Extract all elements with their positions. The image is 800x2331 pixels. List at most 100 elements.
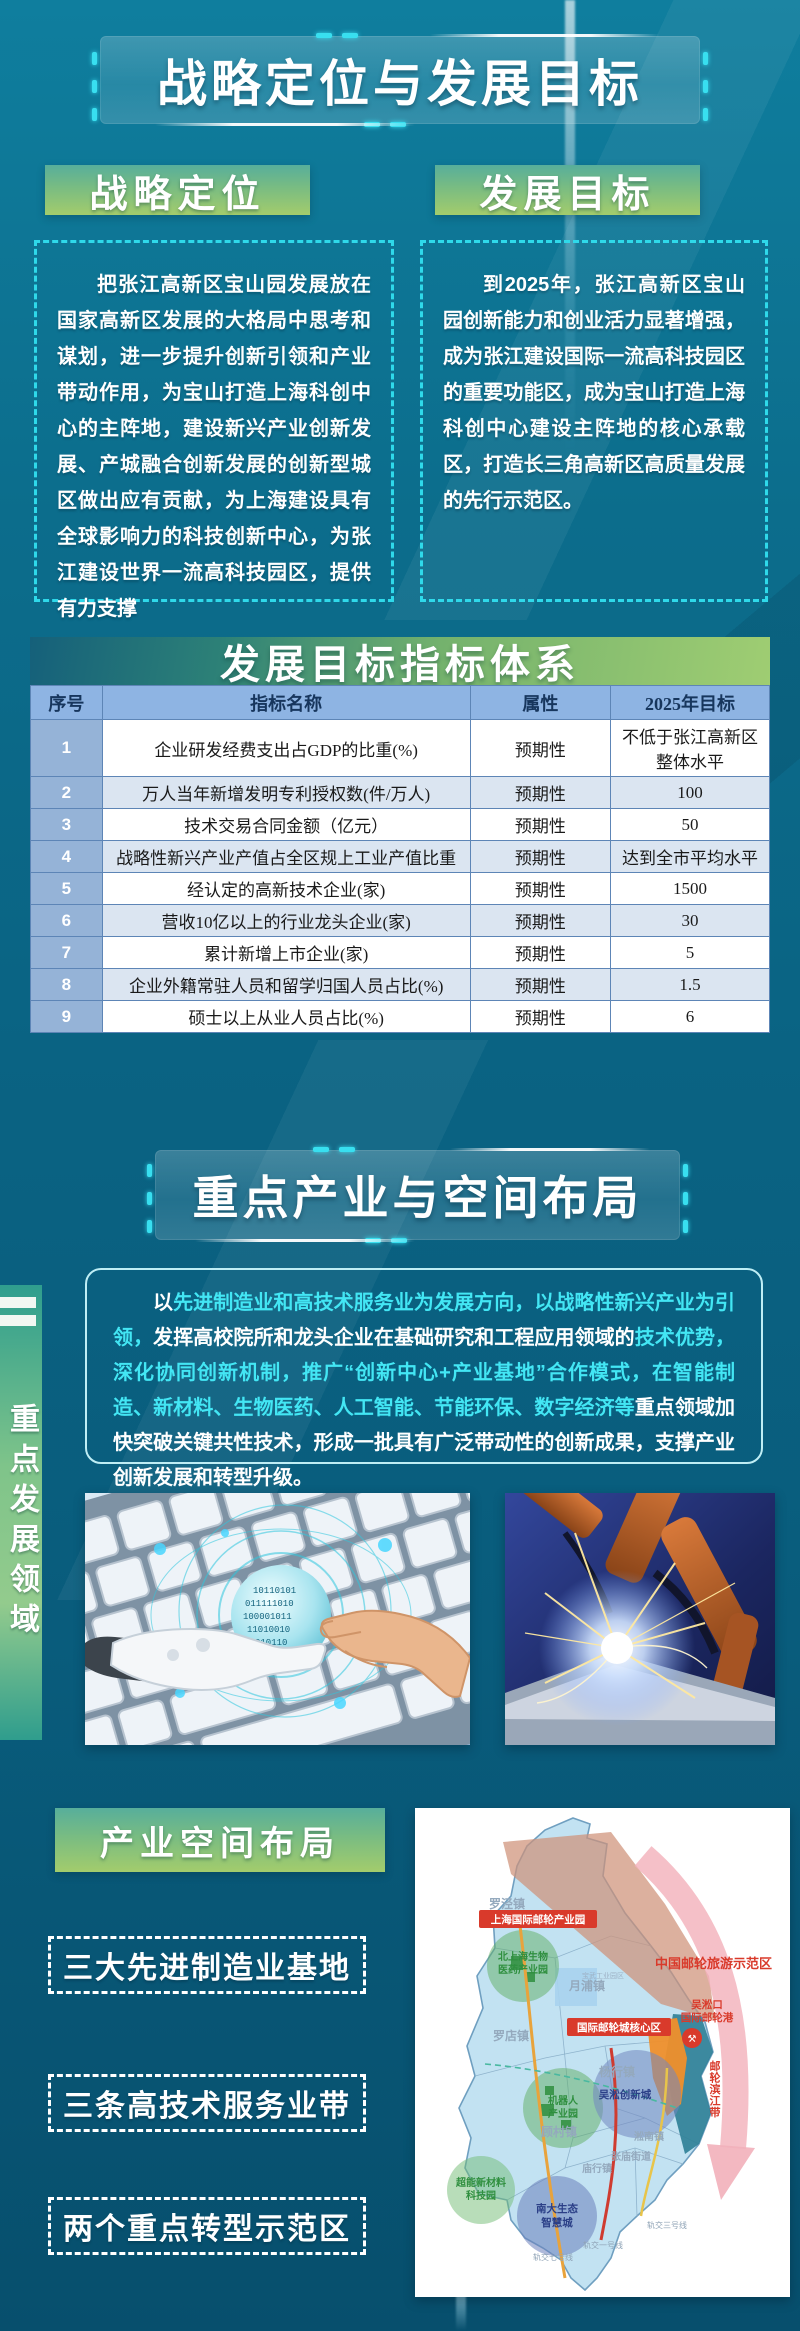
indicator-attr: 预期性 xyxy=(469,840,612,873)
indicator-row: 8 企业外籍常驻人员和留学归国人员占比(%) 预期性 1.5 xyxy=(30,968,770,1001)
indicator-seq: 7 xyxy=(30,936,103,969)
column-header-seq: 序号 xyxy=(30,685,103,720)
svg-text:北上海生物: 北上海生物 xyxy=(498,1950,548,1963)
human-hand xyxy=(319,1609,470,1698)
port-marker-icon xyxy=(682,2028,702,2048)
main-banner-strategy: 战略定位与发展目标 xyxy=(92,33,708,127)
indicator-seq: 9 xyxy=(30,1000,103,1033)
svg-text:机器人: 机器人 xyxy=(548,2094,579,2107)
factory-label: 宝武工业园区 xyxy=(582,1971,624,1980)
column-header-target: 2025年目标 xyxy=(610,685,770,720)
cruise-arrow-head xyxy=(707,2144,755,2200)
indicator-row: 5 经认定的高新技术企业(家) 预期性 1500 xyxy=(30,872,770,905)
tab-stripe xyxy=(0,1315,36,1326)
indicator-attr: 预期性 xyxy=(469,872,612,905)
svg-text:超能新材料: 超能新材料 xyxy=(455,2176,506,2189)
indicator-name: 营收10亿以上的行业龙头企业(家) xyxy=(101,904,471,937)
indicator-name: 累计新增上市企业(家) xyxy=(101,936,471,969)
park-circles xyxy=(447,1930,603,2224)
indicator-name: 战略性新兴产业产值占全区规上工业产值比重 xyxy=(101,840,471,873)
svg-text:南大生态: 南大生态 xyxy=(536,2202,578,2215)
development-goal-textbox: 到2025年，张江高新区宝山园创新能力和创业活力显著增强，成为张江建设国际一流高… xyxy=(420,240,768,602)
svg-text:11010010: 11010010 xyxy=(247,1625,290,1635)
indicator-name: 技术交易合同金额（亿元） xyxy=(101,808,471,841)
banner-title: 战略定位与发展目标 xyxy=(157,56,643,112)
cruise-demo-zone-label: 中国邮轮旅游示范区 xyxy=(655,1956,772,1971)
svg-text:月浦镇: 月浦镇 xyxy=(568,1978,605,1993)
indicator-attr: 预期性 xyxy=(469,1000,612,1033)
svg-text:100001011: 100001011 xyxy=(243,1612,292,1622)
subbanner-label: 发展目标 xyxy=(479,173,656,216)
svg-text:轨交一号线: 轨交一号线 xyxy=(583,2240,623,2250)
indicators-title-band: 发展目标指标体系 xyxy=(30,637,770,687)
indicator-attr: 预期性 xyxy=(469,719,612,777)
indicator-target: 1500 xyxy=(610,872,770,905)
transit-lines xyxy=(484,1917,678,2279)
industry-block xyxy=(555,1968,597,2006)
indicator-target: 50 xyxy=(610,808,770,841)
indicator-target: 1.5 xyxy=(610,968,770,1001)
svg-text:罗泾镇: 罗泾镇 xyxy=(489,1896,525,1911)
indicator-attr: 预期性 xyxy=(469,936,612,969)
indicator-name: 万人当年新增发明专利授权数(件/万人) xyxy=(101,776,471,809)
indicator-target: 5 xyxy=(610,936,770,969)
port-label: 吴淞口 xyxy=(691,1998,723,2011)
indicator-row: 3 技术交易合同金额（亿元） 预期性 50 xyxy=(30,808,770,841)
indicator-seq: 5 xyxy=(30,872,103,905)
indicator-seq: 6 xyxy=(30,904,103,937)
banner-dash-decoration xyxy=(316,33,358,38)
indicator-name: 企业外籍常驻人员和留学归国人员占比(%) xyxy=(101,968,471,1001)
indicator-row: 7 累计新增上市企业(家) 预期性 5 xyxy=(30,936,770,969)
indicator-target: 不低于张江高新区整体水平 xyxy=(610,719,770,777)
subbanner-development-goal: 发展目标 xyxy=(435,165,700,216)
svg-text:产业园: 产业园 xyxy=(548,2107,578,2120)
park-labels: 北上海生物 医药产业园 机器人 产业园 超能新材料 科技园 xyxy=(455,1950,579,2202)
indicator-target: 达到全市平均水平 xyxy=(610,840,770,873)
label-manufacturing-bases: 三大先进制造业基地 xyxy=(48,1936,366,1994)
banner-glow-line xyxy=(430,34,660,37)
indicators-title: 发展目标指标体系 xyxy=(220,643,580,687)
rail-labels: 轨交一号线 轨交三号线 轨交七号线 xyxy=(533,2220,687,2262)
indicator-target: 100 xyxy=(610,776,770,809)
svg-text:医药产业园: 医药产业园 xyxy=(498,1963,548,1976)
paragraph-segment: 以 xyxy=(153,1292,174,1314)
column-header-attr: 属性 xyxy=(469,685,612,720)
indicator-row: 2 万人当年新增发明专利授权数(件/万人) 预期性 100 xyxy=(30,776,770,809)
main-banner-industry: 重点产业与空间布局 xyxy=(147,1147,688,1243)
label-service-belts: 三条高技术服务业带 xyxy=(48,2074,366,2132)
subbanner-label: 战略定位 xyxy=(89,173,266,216)
svg-text:吴淞创新城: 吴淞创新城 xyxy=(599,2088,652,2101)
indicator-row: 4 战略性新兴产业产值占全区规上工业产值比重 预期性 达到全市平均水平 xyxy=(30,840,770,873)
industry-paragraph: 以先进制造业和高技术服务业为发展方向，以战略性新兴产业为引领，发挥高校院所和龙头… xyxy=(113,1286,735,1496)
svg-text:杨行镇: 杨行镇 xyxy=(599,2064,635,2079)
cruise-arrow xyxy=(634,1846,749,2150)
subbanner-strategic-positioning: 战略定位 xyxy=(45,165,310,216)
banner-dash-decoration xyxy=(312,1147,355,1152)
baoshan-map-card: 罗泾镇 月浦镇 罗店镇 杨行镇 顾村镇 庙行镇 张庙街道 淞南镇 宝武工业园区 … xyxy=(415,1808,790,2297)
indicators-table: 序号 指标名称 属性 2025年目标 1 企业研发经费支出占GDP的比重(%) 预期… xyxy=(30,685,770,1033)
cruise-industrial-park-label: 上海国际邮轮产业园 xyxy=(491,1913,586,1926)
indicator-name: 企业研发经费支出占GDP的比重(%) xyxy=(101,719,471,777)
development-goal-text: 到2025年，张江高新区宝山园创新能力和创业活力显著增强，成为张江建设国际一流高… xyxy=(443,274,745,512)
indicator-target: 6 xyxy=(610,1000,770,1033)
indicator-attr: 预期性 xyxy=(469,808,612,841)
svg-text:轨交七号线: 轨交七号线 xyxy=(533,2252,573,2262)
indicator-name: 经认定的高新技术企业(家) xyxy=(101,872,471,905)
ai-hands-illustration: 10110101 011111010 100001011 11010010 01… xyxy=(85,1493,470,1745)
banner-title: 重点产业与空间布局 xyxy=(192,1172,643,1224)
column-header-name: 指标名称 xyxy=(101,685,471,720)
port-label: 国际邮轮港 xyxy=(681,2011,734,2024)
cruise-core-area-label: 国际邮轮城核心区 xyxy=(577,2021,661,2034)
ai-hands-photo: 10110101 011111010 100001011 11010010 01… xyxy=(85,1493,470,1745)
indicator-attr: 预期性 xyxy=(469,776,612,809)
indicator-attr: 预期性 xyxy=(469,968,612,1001)
banner-dash-decoration xyxy=(683,1164,688,1233)
indicator-seq: 3 xyxy=(30,808,103,841)
indicator-row: 6 营收10亿以上的行业龙头企业(家) 预期性 30 xyxy=(30,904,770,937)
indicator-row: 9 硕士以上从业人员占比(%) 预期性 6 xyxy=(30,1000,770,1033)
paragraph-segment: 先进制造业和高技术服务业为发展方向，以战略性新兴产业为引领， xyxy=(113,1292,736,1349)
light-beam xyxy=(565,0,575,460)
svg-text:淞南镇: 淞南镇 xyxy=(634,2130,664,2143)
spatial-layout-banner: 产业空间布局 xyxy=(55,1808,385,1872)
